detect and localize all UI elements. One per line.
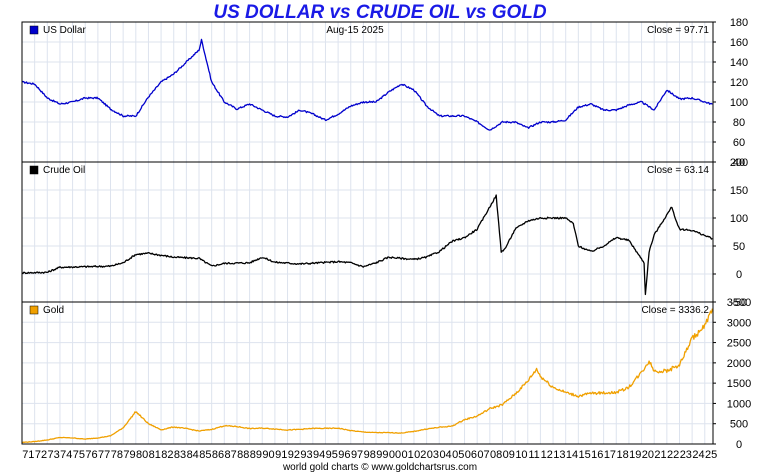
x-tick-label: 76 <box>85 449 97 461</box>
x-tick-label: 94 <box>313 449 325 461</box>
x-tick-label: 93 <box>300 449 312 461</box>
legend-label: Crude Oil <box>43 165 85 176</box>
x-tick-label: 75 <box>73 449 85 461</box>
x-tick-label: 99 <box>376 449 388 461</box>
y-tick-label: 120 <box>730 77 748 89</box>
x-tick-label: 19 <box>629 449 641 461</box>
x-tick-label: 91 <box>275 449 287 461</box>
x-tick-label: 73 <box>47 449 59 461</box>
series-line-crude-oil <box>21 194 713 296</box>
y-tick-label: 0 <box>736 439 742 451</box>
x-tick-label: 98 <box>364 449 376 461</box>
x-tick-label: 03 <box>427 449 439 461</box>
x-tick-label: 20 <box>642 449 654 461</box>
x-tick-label: 87 <box>225 449 237 461</box>
x-tick-label: 16 <box>591 449 603 461</box>
x-tick-label: 07 <box>477 449 489 461</box>
x-tick-label: 86 <box>212 449 224 461</box>
x-tick-label: 25 <box>705 449 717 461</box>
x-tick-label: 13 <box>553 449 565 461</box>
x-tick-label: 22 <box>667 449 679 461</box>
x-tick-label: 77 <box>98 449 110 461</box>
panel-frame <box>21 301 714 445</box>
y-tick-label: 40 <box>733 157 745 169</box>
x-tick-label: 72 <box>35 449 47 461</box>
legend-label: US Dollar <box>43 25 86 36</box>
x-tick-label: 21 <box>654 449 666 461</box>
panel-3 <box>21 301 716 445</box>
x-tick-label: 14 <box>566 449 578 461</box>
x-tick-label: 90 <box>262 449 274 461</box>
y-tick-label: 2000 <box>727 358 751 370</box>
legend-swatch <box>29 25 39 35</box>
y-tick-label: 160 <box>730 37 748 49</box>
footer-credit: world gold charts © www.goldchartsrus.co… <box>282 462 478 473</box>
x-tick-label: 97 <box>351 449 363 461</box>
legend-label: Gold <box>43 305 64 316</box>
x-tick-label: 79 <box>123 449 135 461</box>
x-tick-label: 23 <box>680 449 692 461</box>
x-tick-label: 83 <box>174 449 186 461</box>
x-tick-label: 85 <box>199 449 211 461</box>
x-tick-label: 96 <box>338 449 350 461</box>
series-line-us-dollar <box>21 38 713 131</box>
y-tick-label: 60 <box>733 137 745 149</box>
panel-frame <box>21 161 714 303</box>
x-tick-label: 92 <box>288 449 300 461</box>
y-tick-label: 80 <box>733 117 745 129</box>
panel-1 <box>21 21 716 163</box>
x-tick-label: 12 <box>541 449 553 461</box>
x-tick-label: 11 <box>528 449 539 461</box>
x-tick-label: 71 <box>22 449 34 461</box>
x-tick-label: 82 <box>161 449 173 461</box>
x-tick-label: 10 <box>515 449 527 461</box>
y-tick-label: 50 <box>733 241 745 253</box>
y-tick-label: 180 <box>730 17 748 29</box>
x-tick-label: 84 <box>187 449 199 461</box>
y-tick-label: 2500 <box>727 338 751 350</box>
y-tick-label: 140 <box>730 57 748 69</box>
y-tick-label: 150 <box>730 185 748 197</box>
x-tick-label: 09 <box>503 449 515 461</box>
x-tick-label: 01 <box>402 449 414 461</box>
y-tick-label: 3000 <box>727 317 751 329</box>
x-tick-label: 95 <box>326 449 338 461</box>
x-tick-label: 06 <box>465 449 477 461</box>
chart-title: US DOLLAR vs CRUDE OIL vs GOLD <box>213 2 547 23</box>
x-tick-label: 74 <box>60 449 72 461</box>
legend-swatch <box>29 165 39 175</box>
x-tick-label: 17 <box>604 449 616 461</box>
y-tick-label: 200 <box>730 157 748 169</box>
y-tick-label: 100 <box>730 213 748 225</box>
y-tick-label: 1000 <box>727 398 751 410</box>
close-label: Close = 97.71 <box>647 25 709 36</box>
x-tick-label: 78 <box>111 449 123 461</box>
date-label: Aug-15 2025 <box>326 25 384 36</box>
close-label: Close = 63.14 <box>647 165 709 176</box>
panel-frame <box>21 21 714 163</box>
y-tick-label: 3500 <box>727 297 751 309</box>
series-line-gold <box>22 308 714 444</box>
x-tick-label: 04 <box>439 449 451 461</box>
x-tick-label: 24 <box>692 449 704 461</box>
x-tick-label: 00 <box>389 449 401 461</box>
y-tick-label: -50 <box>731 297 747 309</box>
x-tick-label: 89 <box>250 449 262 461</box>
y-tick-label: 100 <box>730 97 748 109</box>
y-tick-label: 1500 <box>727 378 751 390</box>
x-tick-label: 08 <box>490 449 502 461</box>
x-tick-label: 05 <box>452 449 464 461</box>
x-tick-label: 15 <box>579 449 591 461</box>
x-tick-label: 02 <box>414 449 426 461</box>
x-tick-label: 81 <box>149 449 161 461</box>
panel-2 <box>21 161 716 303</box>
y-tick-label: 500 <box>730 419 748 431</box>
y-tick-label: 0 <box>736 269 742 281</box>
legend-swatch <box>29 305 39 315</box>
x-tick-label: 80 <box>136 449 148 461</box>
x-tick-label: 18 <box>616 449 628 461</box>
close-label: Close = 3336.2 <box>641 305 709 316</box>
x-tick-label: 88 <box>237 449 249 461</box>
